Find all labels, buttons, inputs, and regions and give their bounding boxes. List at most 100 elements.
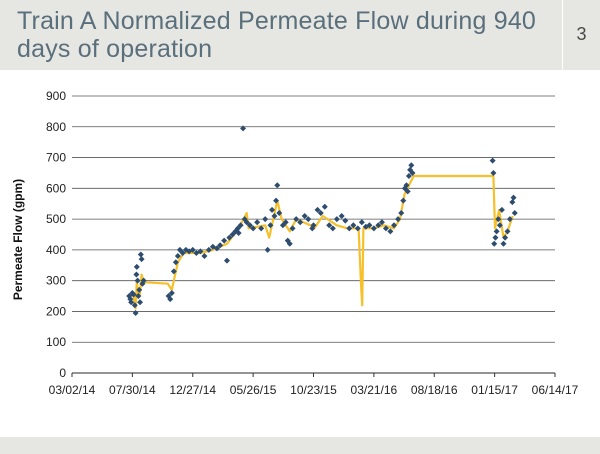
x-tick-label: 08/18/16: [411, 383, 458, 397]
x-tick-label: 03/02/14: [49, 383, 96, 397]
data-point: [382, 225, 389, 232]
y-tick-label: 700: [46, 151, 66, 165]
data-point: [138, 256, 145, 263]
x-tick-label: 07/30/14: [109, 383, 156, 397]
data-point: [137, 299, 144, 306]
data-point: [136, 286, 143, 293]
data-point: [317, 209, 324, 216]
data-point: [297, 219, 304, 226]
data-point: [205, 246, 212, 253]
data-point: [409, 169, 416, 176]
x-tick-label: 12/27/14: [169, 383, 216, 397]
data-point: [495, 216, 502, 223]
data-point: [262, 216, 269, 223]
x-tick-label: 05/26/15: [230, 383, 277, 397]
data-point: [403, 182, 410, 189]
data-point: [246, 222, 253, 229]
data-point: [243, 219, 250, 226]
data-point: [378, 219, 385, 226]
trend-line: [128, 174, 514, 310]
chart-area: 0 100 200 300 400 500 600 700 800 900 03/02/14 07/3…: [0, 70, 600, 437]
data-point: [201, 253, 208, 260]
data-point: [273, 197, 280, 204]
data-point: [511, 209, 518, 216]
data-point: [286, 240, 293, 247]
data-point: [404, 188, 411, 195]
data-point: [237, 222, 244, 229]
data-point: [358, 219, 365, 226]
data-point: [496, 222, 503, 229]
y-tick-label: 0: [59, 366, 66, 380]
data-point: [258, 225, 265, 232]
data-point: [338, 213, 345, 220]
data-point: [131, 302, 138, 309]
data-point: [197, 248, 204, 255]
data-point: [504, 228, 511, 235]
data-point: [250, 225, 257, 232]
data-point: [506, 216, 513, 223]
data-point: [135, 293, 142, 300]
data-point: [354, 225, 361, 232]
data-point: [333, 216, 340, 223]
data-point: [293, 216, 300, 223]
data-point: [314, 206, 321, 213]
data-point: [133, 263, 140, 270]
data-point: [510, 194, 517, 201]
x-tick-label: 10/23/15: [290, 383, 337, 397]
data-point: [221, 237, 228, 244]
y-tick-label: 100: [46, 335, 66, 349]
data-point: [213, 245, 220, 252]
data-point: [170, 268, 177, 275]
data-point: [132, 309, 139, 316]
x-tick-label: 06/14/17: [532, 383, 579, 397]
page-title: Train A Normalized Permeate Flow during …: [17, 7, 537, 63]
data-point: [137, 251, 144, 258]
y-tick-label: 200: [46, 304, 66, 318]
data-point: [167, 296, 174, 303]
data-point: [489, 157, 496, 164]
x-tick-label: 03/21/16: [351, 383, 398, 397]
data-point: [350, 222, 357, 229]
data-point: [310, 222, 317, 229]
data-point: [168, 289, 175, 296]
y-tick-label: 500: [46, 212, 66, 226]
data-point: [490, 169, 497, 176]
data-point: [326, 222, 333, 229]
x-tick-label: 01/15/17: [471, 383, 518, 397]
y-tick-label: 300: [46, 274, 66, 288]
data-point: [366, 222, 373, 229]
data-point: [254, 219, 261, 226]
data-point: [276, 209, 283, 216]
y-tick-label: 400: [46, 243, 66, 257]
data-point: [223, 257, 230, 264]
data-point: [140, 277, 147, 284]
data-point: [282, 219, 289, 226]
data-point: [267, 222, 274, 229]
data-point: [172, 259, 179, 266]
footer-bar: [0, 437, 600, 454]
data-point: [370, 225, 377, 232]
data-point: [498, 206, 505, 213]
data-point: [217, 242, 224, 249]
data-point: [509, 199, 516, 206]
data-point: [329, 225, 336, 232]
data-point: [134, 277, 141, 284]
data-point: [408, 162, 415, 169]
data-point: [133, 271, 140, 278]
data-point: [492, 234, 499, 241]
data-point: [174, 253, 181, 260]
data-point: [400, 197, 407, 204]
data-point: [493, 228, 500, 235]
data-point: [179, 249, 186, 256]
data-point: [226, 234, 233, 241]
data-point: [274, 182, 281, 189]
data-point: [305, 216, 312, 223]
y-axis-label: Permeate Flow (gpm): [11, 179, 25, 300]
data-point: [240, 125, 247, 132]
data-point: [398, 209, 405, 216]
data-point: [301, 213, 308, 220]
data-point: [395, 216, 402, 223]
data-point: [264, 246, 271, 253]
data-point: [130, 291, 137, 298]
data-point: [500, 240, 507, 247]
